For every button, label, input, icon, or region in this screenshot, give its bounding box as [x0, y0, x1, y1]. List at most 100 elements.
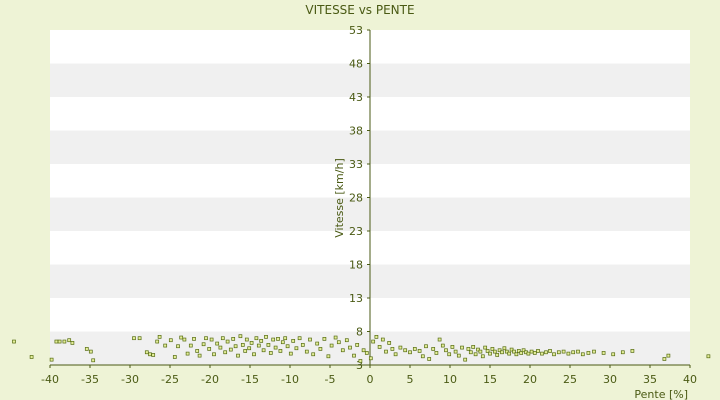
data-point [57, 339, 62, 344]
data-point [561, 349, 566, 354]
chart-title: VITESSE vs PENTE [305, 3, 414, 17]
data-point [420, 354, 425, 359]
data-point [231, 337, 236, 341]
data-point [308, 337, 312, 342]
data-point [329, 343, 334, 348]
data-point [440, 343, 445, 348]
x-tick-label: -5 [325, 373, 336, 386]
x-axis-label: Pente [%] [634, 388, 688, 400]
data-point [276, 337, 280, 341]
data-point [264, 335, 268, 339]
y-tick-label: 53 [349, 24, 363, 37]
data-point [437, 337, 442, 342]
data-point [300, 343, 305, 347]
data-point [228, 347, 233, 352]
data-point [304, 349, 309, 354]
data-point [447, 352, 452, 357]
data-point [444, 348, 448, 353]
data-point [514, 352, 519, 357]
data-point [544, 350, 548, 355]
data-point [468, 350, 473, 355]
data-point [540, 351, 544, 356]
data-point [611, 352, 616, 357]
data-point [151, 353, 156, 357]
data-point [497, 348, 502, 353]
data-point [630, 349, 635, 353]
data-point [512, 349, 516, 354]
data-point [163, 343, 168, 348]
data-point [278, 349, 283, 353]
data-point [492, 349, 497, 354]
data-point [536, 349, 540, 353]
data-point [431, 347, 436, 351]
data-point [236, 353, 240, 358]
data-point [358, 359, 363, 363]
data-point [509, 347, 514, 352]
data-point [252, 352, 256, 357]
data-point [259, 339, 264, 343]
x-axis-ticks: -40 -35 -30 -25 -20 -15 -10 -5 0 5 10 15 20 25 30 35 40 [41, 365, 697, 386]
data-point [225, 339, 230, 344]
data-point [261, 348, 266, 353]
data-point [592, 349, 596, 354]
data-point [500, 350, 504, 355]
data-point [212, 352, 216, 357]
data-point [291, 339, 296, 343]
data-point [393, 352, 398, 357]
data-point [137, 336, 142, 341]
data-point [132, 336, 136, 341]
data-point [403, 348, 408, 353]
data-point [311, 352, 316, 357]
data-point [182, 337, 187, 342]
data-point [478, 349, 483, 354]
data-point [460, 345, 464, 350]
data-point [490, 347, 495, 351]
data-point [268, 351, 273, 355]
x-tick-label: 40 [683, 373, 697, 386]
data-point [586, 351, 591, 355]
data-point [294, 346, 299, 351]
data-point [285, 344, 290, 349]
data-point [502, 346, 507, 351]
data-point [417, 349, 422, 353]
data-point [188, 343, 193, 348]
data-point [516, 349, 521, 353]
y-tick-label: 23 [349, 225, 363, 238]
data-point [209, 337, 214, 342]
y-tick-label: 28 [349, 192, 363, 205]
x-tick-label: -25 [161, 373, 179, 386]
x-tick-label: 30 [603, 373, 617, 386]
y-axis-label: Vitesse [km/h] [333, 158, 346, 238]
data-point [155, 339, 160, 344]
data-point [144, 350, 149, 355]
data-point [706, 354, 711, 359]
data-point [424, 344, 428, 349]
data-point [195, 349, 200, 353]
data-point [176, 344, 180, 349]
data-point [91, 358, 96, 363]
x-tick-label: 10 [443, 373, 457, 386]
data-point [473, 352, 478, 357]
data-point [297, 336, 302, 341]
data-point [662, 357, 667, 361]
data-point [368, 356, 373, 361]
data-point [197, 353, 202, 358]
data-point [201, 342, 206, 347]
x-tick-label: 0 [367, 373, 374, 386]
data-point [322, 337, 327, 341]
data-point [601, 351, 606, 355]
data-point [29, 355, 34, 359]
data-point [348, 345, 352, 350]
y-tick-label: 8 [356, 326, 363, 339]
x-tick-label: -30 [121, 373, 139, 386]
data-point [157, 335, 162, 339]
data-point [70, 341, 75, 345]
data-point [476, 347, 480, 352]
data-point [532, 351, 537, 355]
data-point [243, 349, 248, 353]
data-point [480, 354, 485, 359]
data-point [526, 351, 531, 356]
data-point [172, 355, 177, 359]
